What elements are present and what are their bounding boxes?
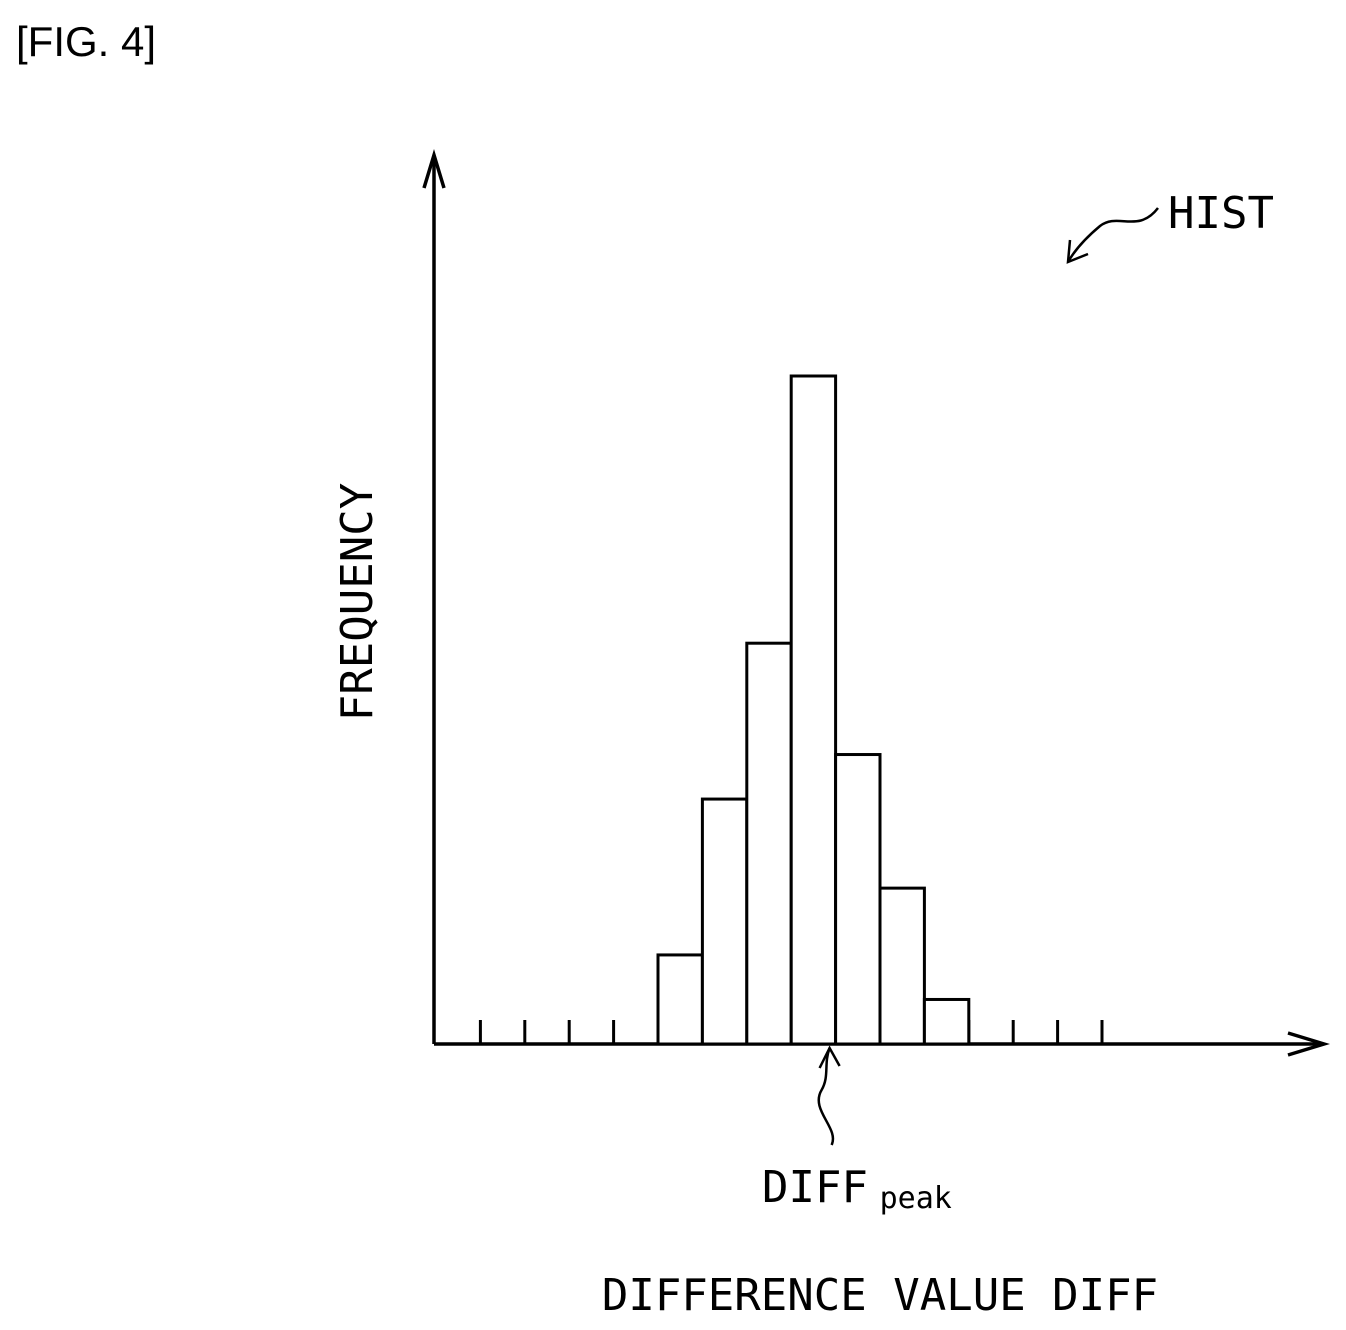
peak-annotation-main: DIFF (762, 1162, 868, 1213)
y-axis-label: FREQUENCY (332, 483, 383, 721)
x-axis-label: DIFFERENCE VALUE DIFF (602, 1270, 1158, 1321)
hist-leader-line (1066, 207, 1159, 263)
histogram-bar (700, 797, 749, 1046)
y-axis-arrowhead (422, 148, 446, 189)
histogram-bar (745, 641, 793, 1046)
peak-annotation-label: DIFF peak (762, 1162, 952, 1216)
histogram-bar (922, 997, 971, 1046)
hist-leader-arrowhead (1066, 239, 1089, 264)
histogram-bar (834, 753, 882, 1046)
histogram-bar (656, 953, 704, 1046)
histogram-bars (656, 374, 971, 1046)
peak-annotation-subscript: peak (880, 1181, 952, 1216)
hist-reference-label: HIST (1168, 188, 1274, 239)
histogram-bar (789, 374, 838, 1046)
histogram-bar (878, 886, 926, 1046)
figure-label: [FIG. 4] (16, 18, 157, 65)
peak-leader-line (817, 1047, 835, 1146)
peak-leader-arrowhead (818, 1045, 841, 1069)
x-axis-arrowhead (1287, 1031, 1330, 1057)
